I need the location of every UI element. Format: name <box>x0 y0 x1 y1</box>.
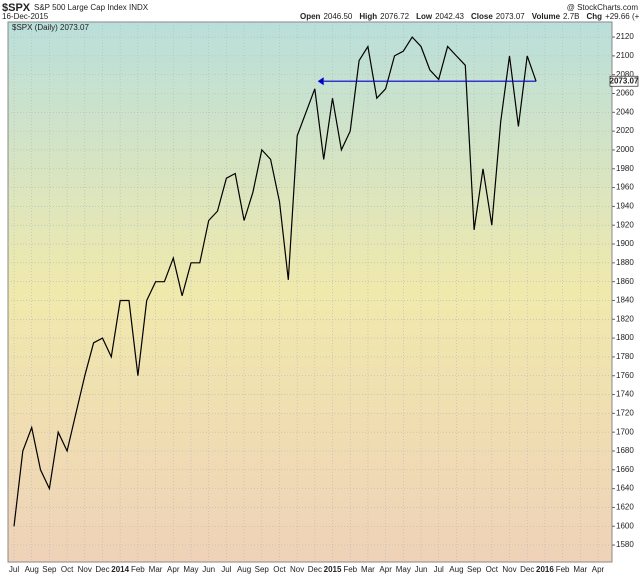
quote-label: Volume <box>532 12 561 21</box>
y-tick-label: 1660 <box>616 465 634 474</box>
x-tick-label: May <box>183 565 198 574</box>
x-tick-label: Jul <box>9 565 19 574</box>
x-tick-label: 2016 <box>536 565 554 574</box>
x-tick-label: Jun <box>415 565 428 574</box>
x-tick-label: Sep <box>467 565 482 574</box>
grid: 1580 1600 1620 1640 1660 1680 1700 1720 1740 1760… <box>8 22 634 574</box>
close-label-box <box>609 75 639 87</box>
x-tick-label: Feb <box>556 565 570 574</box>
quote-value: 2076.72 <box>380 12 409 21</box>
quote-label: Low <box>416 12 433 21</box>
x-tick-label: Feb <box>131 565 145 574</box>
x-tick-label: May <box>396 565 411 574</box>
y-tick-label: 1940 <box>616 201 634 210</box>
quote-label: Close <box>471 12 493 21</box>
x-tick-label: Aug <box>25 565 39 574</box>
y-tick-label: 1760 <box>616 371 634 380</box>
y-tick-label: 1640 <box>616 484 634 493</box>
index-name: S&P 500 Large Cap Index INDX <box>34 3 149 12</box>
x-tick-label: 2014 <box>111 565 129 574</box>
marks: 2073.07 <box>13 36 639 527</box>
y-tick-label: 1780 <box>616 352 634 361</box>
y-tick-label: 1580 <box>616 540 634 549</box>
y-tick-label: 1680 <box>616 446 634 455</box>
y-tick-label: 2120 <box>616 32 634 41</box>
x-tick-label: Jun <box>202 565 215 574</box>
x-tick-label: Dec <box>520 565 534 574</box>
y-tick-label: 1960 <box>616 183 634 192</box>
quote: Open 2046.50 High 2076.72 Low 2042.43 Close 207… <box>300 12 640 21</box>
x-tick-label: Dec <box>95 565 109 574</box>
quote-value: 2073.07 <box>496 12 525 21</box>
x-tick-label: Sep <box>255 565 270 574</box>
y-tick-label: 2060 <box>616 89 634 98</box>
quote-label: High <box>359 12 377 21</box>
y-tick-label: 2000 <box>616 145 634 154</box>
x-tick-label: Oct <box>486 565 499 574</box>
x-tick-label: 2015 <box>324 565 342 574</box>
x-tick-label: Apr <box>167 565 180 574</box>
y-tick-label: 1620 <box>616 503 634 512</box>
y-tick-label: 2020 <box>616 126 634 135</box>
y-tick-label: 1900 <box>616 239 634 248</box>
y-tick-label: 1720 <box>616 408 634 417</box>
date: 16-Dec-2015 <box>2 12 49 21</box>
y-tick-label: 1740 <box>616 390 634 399</box>
y-tick-label: 1980 <box>616 164 634 173</box>
price-line <box>13 36 537 527</box>
x-tick-label: Aug <box>449 565 463 574</box>
quote-value: 2.7B <box>563 12 579 21</box>
source: @ StockCharts.com <box>567 3 639 12</box>
x-tick-label: Jul <box>434 565 444 574</box>
x-tick-label: Jul <box>221 565 231 574</box>
quote-value: 2046.50 <box>323 12 352 21</box>
quote-value: +29.66 (+1.45%) <box>605 12 640 21</box>
quote-value: 2042.43 <box>435 12 464 21</box>
y-tick-label: 2080 <box>616 70 634 79</box>
x-tick-label: Oct <box>61 565 74 574</box>
x-tick-label: Sep <box>42 565 57 574</box>
x-tick-label: Dec <box>308 565 322 574</box>
x-tick-label: Nov <box>502 565 516 574</box>
x-tick-label: Mar <box>149 565 163 574</box>
symbol: $SPX <box>2 2 31 14</box>
x-tick-label: Nov <box>78 565 92 574</box>
y-tick-label: 2100 <box>616 51 634 60</box>
close-arrow <box>317 77 324 86</box>
y-tick-label: 1880 <box>616 258 634 267</box>
y-tick-label: 1840 <box>616 296 634 305</box>
plot-area <box>7 21 613 563</box>
y-tick-label: 1700 <box>616 427 634 436</box>
y-tick-label: 1800 <box>616 333 634 342</box>
x-tick-label: Feb <box>343 565 357 574</box>
quote-label: Chg <box>587 12 603 21</box>
y-tick-label: 1820 <box>616 314 634 323</box>
x-tick-label: Oct <box>273 565 286 574</box>
legend: $SPX (Daily) 2073.07 <box>12 23 89 32</box>
x-tick-label: Aug <box>237 565 251 574</box>
close-label: 2073.07 <box>610 76 639 85</box>
y-tick-label: 1860 <box>616 277 634 286</box>
x-tick-label: Mar <box>573 565 587 574</box>
x-tick-label: Nov <box>290 565 304 574</box>
y-tick-label: 2040 <box>616 107 634 116</box>
y-tick-label: 1920 <box>616 220 634 229</box>
quote-label: Open <box>300 12 321 21</box>
x-tick-label: Apr <box>379 565 392 574</box>
x-tick-label: Mar <box>361 565 375 574</box>
x-tick-label: Apr <box>592 565 605 574</box>
y-tick-label: 1600 <box>616 521 634 530</box>
